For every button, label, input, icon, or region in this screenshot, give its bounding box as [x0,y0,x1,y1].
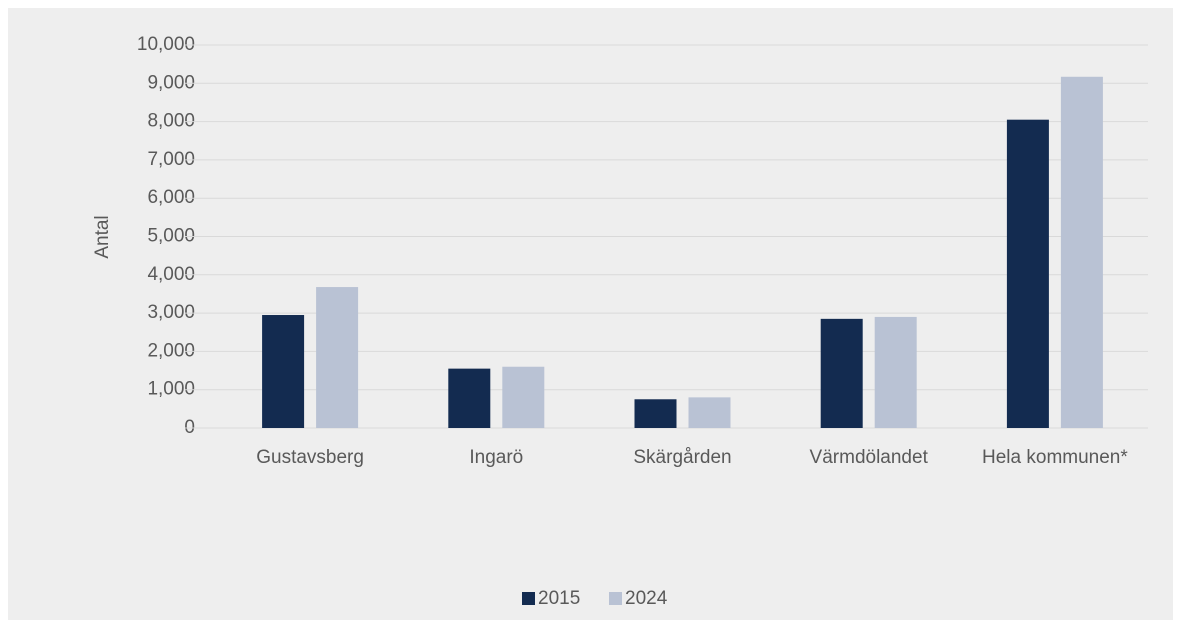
bar [634,399,677,428]
bar [1060,76,1103,428]
bar [448,368,491,428]
y-tick-label: 10,000 [137,34,195,55]
x-tick-label: Gustavsberg [256,447,364,468]
y-tick-label: 4,000 [147,264,195,285]
bar [316,287,359,428]
x-tick-label: Skärgården [633,447,731,468]
legend-swatch [522,592,535,605]
legend-swatch [609,592,622,605]
chart-background [8,8,1173,620]
y-tick-label: 6,000 [147,187,195,208]
bar [820,318,863,428]
legend-label: 2015 [538,588,580,609]
x-tick-label: Ingarö [469,447,523,468]
x-tick-label: Värmdölandet [810,447,929,468]
y-tick-label: 8,000 [147,111,195,132]
y-tick-label: 2,000 [147,340,195,361]
bar [874,316,917,428]
y-tick-label: 7,000 [147,149,195,170]
legend-label: 2024 [625,588,668,609]
y-tick-label: 9,000 [147,72,195,93]
bar [502,366,545,428]
y-tick-label: 3,000 [147,302,195,323]
bar [1006,119,1049,428]
y-tick-label: 5,000 [147,226,195,247]
y-tick-label: 1,000 [147,379,195,400]
bar [262,315,305,428]
x-tick-label: Hela kommunen* [982,447,1128,468]
y-axis-label: Antal [92,215,113,258]
bar [688,397,731,428]
